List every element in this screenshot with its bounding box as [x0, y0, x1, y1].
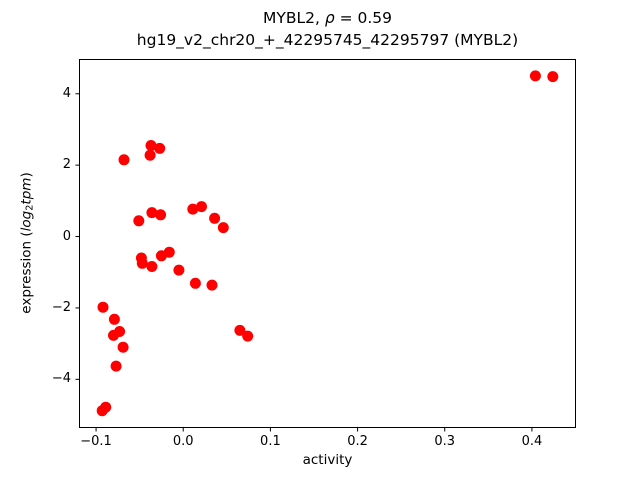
data-point — [110, 360, 122, 372]
x-tick-label: 0.1 — [260, 434, 281, 449]
x-tick-label: 0.3 — [434, 434, 456, 449]
data-point — [189, 277, 201, 289]
data-point — [217, 222, 229, 234]
data-point — [196, 201, 207, 213]
data-point — [146, 261, 158, 272]
data-point — [118, 154, 130, 166]
data-point — [187, 203, 199, 215]
data-point — [547, 71, 559, 83]
data-point — [173, 264, 185, 276]
data-point — [163, 246, 175, 258]
data-point — [206, 279, 218, 291]
x-tick-label: −0.1 — [80, 434, 112, 449]
x-tick-label: 0.0 — [172, 434, 194, 449]
title-rho-symbol: ρ — [324, 9, 335, 27]
chart-title-line1: MYBL2, ρ = 0.59 — [79, 7, 576, 29]
data-point — [155, 209, 167, 221]
axes-frame — [79, 59, 576, 428]
plot-area: −0.1 0.0 0.1 0.2 0.3 0.4 −4 −2 0 2 4 — [52, 59, 576, 449]
data-point — [100, 401, 112, 413]
data-point — [146, 207, 158, 219]
x-tick-label: 0.4 — [521, 434, 543, 449]
y-tick-label: −2 — [51, 299, 71, 315]
y-tick-label: 0 — [62, 228, 71, 244]
data-point — [117, 341, 129, 353]
y-tick-label: −4 — [51, 371, 71, 387]
data-point — [97, 301, 109, 313]
chart-title: MYBL2, ρ = 0.59 hg19_v2_chr20_+_42295745… — [79, 7, 576, 51]
x-axis-label: activity — [302, 452, 353, 468]
data-point — [154, 142, 166, 154]
data-point — [234, 324, 246, 336]
scatter-plot-svg — [75, 59, 576, 432]
data-point — [108, 313, 120, 325]
title-rho-value: = 0.59 — [334, 9, 393, 27]
y-axis-label-subscript: 2 — [24, 204, 36, 211]
data-point — [133, 215, 145, 227]
y-tick-label: 4 — [62, 85, 71, 101]
data-point — [114, 326, 126, 337]
x-tick-label: 0.2 — [347, 434, 368, 449]
chart-subtitle: hg19_v2_chr20_+_42295745_42295797 (MYBL2… — [136, 31, 519, 49]
data-point — [144, 149, 156, 161]
data-point — [529, 70, 541, 82]
data-point — [145, 140, 157, 151]
data-point — [242, 330, 254, 342]
data-point — [209, 212, 221, 224]
data-point — [136, 257, 148, 269]
title-gene-text: MYBL2, — [262, 9, 325, 27]
y-tick-label: 2 — [62, 157, 71, 173]
y-axis-label-tpm: tpm — [18, 177, 35, 205]
